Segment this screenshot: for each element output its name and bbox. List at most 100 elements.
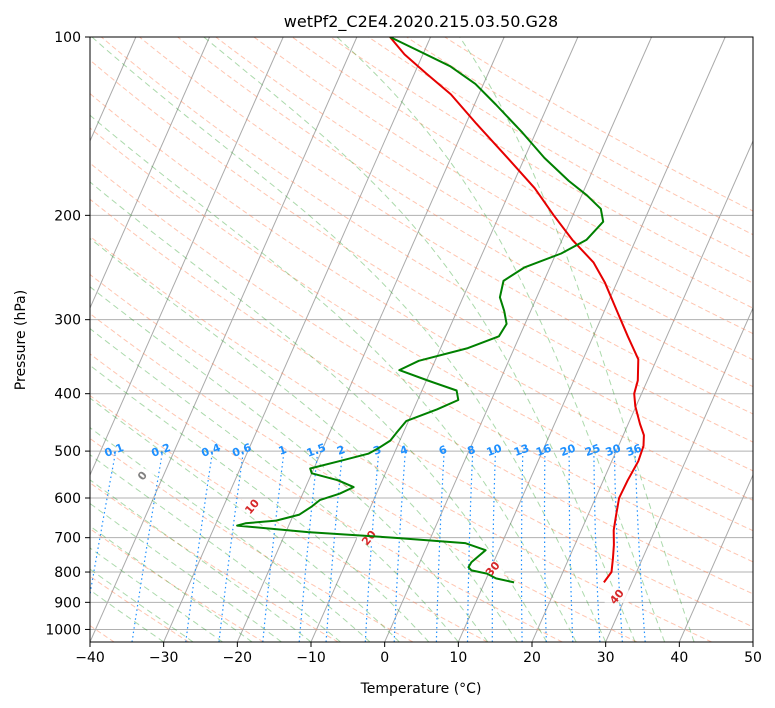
mixing-ratio-label: 2	[335, 443, 347, 458]
y-tick-label: 700	[54, 531, 81, 547]
mixing-ratio-line	[466, 451, 474, 642]
moist-adiabat-line	[90, 364, 430, 642]
x-tick-label: 40	[670, 650, 688, 666]
x-tick-label: 10	[449, 650, 467, 666]
x-tick-label: 50	[744, 650, 762, 666]
y-tick-label: 600	[54, 491, 81, 507]
mixing-ratio-line	[325, 451, 344, 642]
mixing-ratio-label: 0.6	[230, 441, 253, 460]
label-backdrop	[480, 561, 505, 575]
moist-adiabat-line	[90, 427, 371, 642]
moist-adiabat-line	[90, 568, 194, 642]
y-tick-label: 200	[54, 208, 81, 224]
mixing-ratio-label: 1	[277, 443, 289, 458]
mixing-ratio-line	[393, 451, 406, 642]
mixing-ratio-label: 3	[371, 443, 383, 458]
label-backdrop	[16, 429, 40, 442]
isotherm-line	[90, 37, 211, 310]
isotherm-line	[457, 37, 726, 642]
dry-adiabat-line	[139, 37, 753, 415]
mixing-ratio-label: 0.2	[150, 441, 173, 460]
moist-adiabat-line	[90, 502, 282, 642]
mixing-ratio-line	[218, 451, 244, 642]
mixing-ratio-label: 6	[437, 443, 449, 458]
y-tick-label: 1000	[45, 622, 81, 638]
x-tick-label: 30	[597, 650, 615, 666]
y-tick-label: 500	[54, 444, 81, 460]
dry-adiabat-line	[330, 37, 753, 284]
moist-adiabat-lines	[90, 37, 695, 642]
y-tick-label: 900	[54, 595, 81, 611]
dry-adiabat-line	[90, 162, 753, 563]
mixing-ratio-line	[298, 451, 319, 642]
moist-adiabat-line	[336, 37, 666, 642]
dry-adiabat-line	[100, 37, 753, 443]
mixing-ratio-label: 13	[512, 442, 531, 459]
moist-adiabat-line	[90, 328, 459, 642]
y-axis-ticks: 100 200 300 400 500 600 700 800 900 1000	[45, 30, 90, 638]
dry-adiabat-line	[90, 273, 712, 642]
plot-area: 0.10.20.40.611.52346810131620253036-100-…	[0, 37, 753, 642]
isotherm-line	[605, 306, 753, 642]
x-tick-label: −20	[223, 650, 253, 666]
dry-adiabat-line	[215, 37, 753, 361]
moist-adiabat-line	[90, 547, 223, 642]
chart-title: wetPf2_C2E4.2020.215.03.50.G28	[284, 12, 558, 32]
mixing-ratio-line	[568, 451, 574, 642]
mixing-ratio-line	[435, 451, 445, 642]
mixing-ratio-line	[520, 451, 524, 642]
mixing-ratio-line	[364, 451, 380, 642]
moist-adiabat-line	[90, 397, 400, 642]
x-tick-label: 0	[380, 650, 389, 666]
isotherm-line	[0, 37, 62, 642]
moist-adiabat-line	[90, 286, 489, 642]
x-tick-label: −10	[296, 650, 326, 666]
label-backdrop	[130, 468, 155, 482]
mixing-ratio-label: 1.5	[305, 441, 328, 460]
x-tick-label: −30	[149, 650, 179, 666]
mixing-ratio-line	[185, 451, 214, 642]
y-tick-label: 100	[54, 30, 81, 46]
isotherm-line	[163, 37, 432, 642]
dry-adiabat-line	[90, 482, 339, 642]
mixing-ratio-label: 16	[534, 442, 553, 460]
isotherm-lines	[0, 37, 753, 642]
mixing-ratio-line	[90, 450, 117, 598]
moist-adiabat-line	[90, 114, 577, 642]
isobar-gridlines	[90, 37, 753, 630]
label-backdrop	[239, 499, 264, 513]
isotherm-line	[90, 37, 358, 642]
mixing-ratio-label: 10	[485, 442, 504, 460]
y-tick-label: 400	[54, 387, 81, 403]
dewpoint-profile-line	[236, 37, 605, 584]
isotherm-line	[678, 473, 753, 642]
dry-adiabat-line	[90, 235, 753, 628]
overlay-labels: 0.10.20.40.611.52346810131620253036-100-…	[16, 425, 644, 607]
dry-adiabat-lines	[90, 37, 753, 642]
dry-adiabat-line	[90, 575, 190, 642]
profile-lines	[236, 37, 645, 584]
isotherm-line	[90, 37, 137, 143]
mixing-ratio-lines	[90, 450, 646, 642]
x-axis-label: Temperature (°C)	[360, 681, 482, 697]
mixing-ratio-line	[613, 451, 623, 642]
dry-adiabat-label: -10	[17, 425, 40, 449]
mixing-ratio-label: 0.1	[103, 441, 126, 460]
moist-adiabat-line	[90, 181, 548, 642]
y-tick-label: 800	[54, 565, 81, 581]
y-tick-label: 300	[54, 313, 81, 329]
mixing-ratio-line	[634, 451, 646, 642]
mixing-ratio-line	[131, 450, 164, 642]
mixing-ratio-line	[593, 451, 601, 642]
x-tick-label: −40	[75, 650, 105, 666]
x-axis-ticks: −40 −30 −20 −10 0 10 20 30 40 50	[75, 642, 762, 666]
moist-adiabat-line	[90, 454, 341, 642]
dry-adiabat-line	[291, 37, 753, 309]
label-backdrop	[604, 589, 629, 603]
isotherm-line	[310, 37, 579, 642]
isotherm-line	[752, 640, 753, 642]
moist-adiabat-line	[91, 37, 607, 642]
plot-frame	[89, 36, 754, 643]
x-tick-label: 20	[523, 650, 541, 666]
